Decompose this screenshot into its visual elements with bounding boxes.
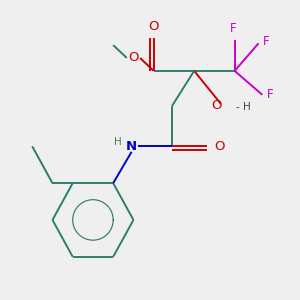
Text: H: H [114,137,122,147]
Text: F: F [267,88,273,101]
Text: O: O [128,52,139,64]
Text: O: O [211,99,221,112]
Text: F: F [263,35,270,48]
Text: F: F [230,22,236,35]
Text: - H: - H [236,102,251,112]
Text: O: O [148,20,159,33]
Text: N: N [126,140,137,153]
Text: O: O [214,140,225,153]
